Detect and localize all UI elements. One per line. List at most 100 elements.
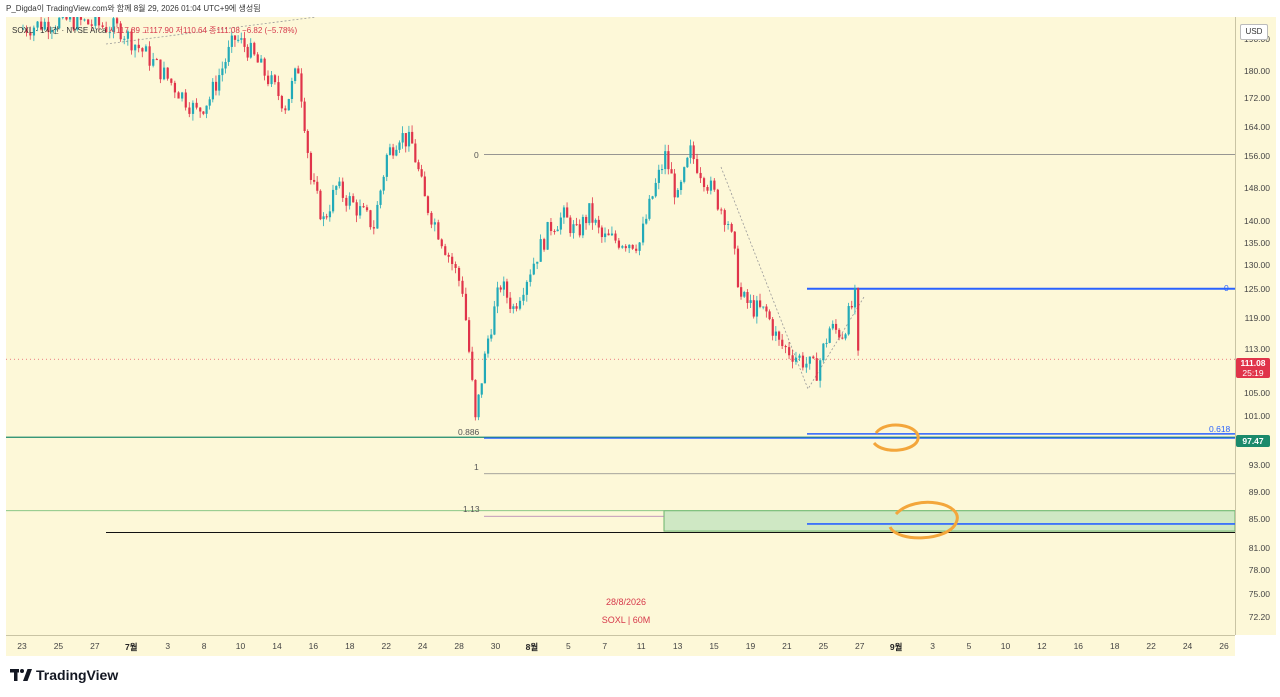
candle-body [195, 102, 198, 108]
candle-body [569, 217, 572, 234]
candle-body [853, 288, 857, 308]
candle-body [94, 17, 97, 26]
candle-body [762, 306, 765, 308]
price-chart[interactable] [6, 17, 1235, 635]
candle-body [309, 152, 313, 180]
candle-body [474, 379, 477, 418]
time-tick: 25 [818, 641, 829, 651]
candle-body [676, 190, 679, 198]
candle-body [624, 246, 627, 249]
candle-body [736, 248, 740, 288]
candle-body [461, 280, 464, 294]
price-tick: 101.00 [1244, 411, 1270, 422]
candle-body [398, 142, 401, 150]
candle-body [306, 130, 309, 153]
candle-body [284, 108, 287, 111]
candle-body [423, 176, 426, 197]
chart-pane[interactable]: SOXL · 1시간 · NYSE Arca 시117.89 고117.90 저… [6, 17, 1235, 635]
candle-body [444, 246, 447, 255]
currency-button[interactable]: USD [1240, 24, 1268, 40]
candle-body [740, 287, 743, 297]
candle-body [454, 264, 457, 268]
candle-body [670, 169, 673, 174]
time-tick: 26 [1219, 641, 1229, 651]
candle-body [628, 244, 631, 249]
price-tick: 125.00 [1244, 283, 1270, 294]
candle-body [733, 231, 736, 249]
time-tick: 19 [745, 641, 756, 651]
candle-body [79, 17, 83, 20]
candle-body [532, 263, 535, 275]
price-tick: 148.00 [1244, 182, 1270, 193]
candle-body [614, 233, 617, 241]
candle-body [645, 218, 648, 224]
candle-body [505, 281, 509, 298]
candle-body [657, 169, 660, 183]
legend-high: 고117.90 [142, 26, 174, 35]
candle-body [791, 355, 794, 362]
time-tick: 27 [90, 641, 100, 651]
time-tick: 8 [201, 641, 207, 651]
candle-body [392, 147, 395, 156]
candle-body [221, 68, 224, 76]
time-tick: 13 [672, 641, 683, 651]
candle-body [651, 196, 654, 199]
candle-body [273, 75, 277, 83]
candle-body [838, 329, 841, 338]
candle-body [87, 19, 90, 25]
candle-body [72, 17, 75, 30]
candle-body [159, 59, 162, 80]
candle-body [723, 210, 726, 225]
candle-body [743, 292, 746, 297]
price-tick: 164.00 [1244, 121, 1270, 132]
time-tick: 16 [308, 641, 319, 651]
candle-body [362, 206, 365, 208]
candle-body [287, 99, 290, 111]
candle-body [648, 198, 651, 219]
candle-body [562, 207, 566, 218]
price-tick: 113.00 [1244, 343, 1270, 354]
candle-body [177, 92, 180, 99]
candle-body [148, 46, 151, 66]
time-tick: 7 [602, 641, 608, 651]
candle-body [847, 306, 850, 335]
price-axis[interactable]: 190.00180.00172.00164.00156.00148.00140.… [1235, 17, 1276, 635]
candle-body [480, 383, 483, 395]
price-tick: 140.00 [1244, 216, 1270, 226]
candle-body [331, 189, 335, 212]
tradingview-logo[interactable]: TradingView [10, 667, 118, 683]
candle-body [815, 358, 818, 381]
candle-body [341, 181, 344, 198]
candle-body [54, 28, 57, 31]
candle-body [692, 145, 695, 160]
candle-body [679, 181, 683, 191]
candle-body [529, 274, 532, 282]
candle-body [328, 211, 332, 218]
candle-body [566, 207, 569, 218]
candle-body [553, 231, 556, 233]
candle-body [240, 38, 243, 40]
price-tick: 85.00 [1248, 514, 1270, 525]
time-tick: 24 [1182, 641, 1193, 651]
candle-body [101, 25, 104, 27]
time-tick: 22 [381, 641, 391, 651]
time-tick: 10 [1000, 641, 1011, 651]
candle-body [536, 261, 539, 264]
tradingview-logo-icon [10, 669, 32, 681]
candle-body [844, 334, 847, 339]
candle-body [345, 197, 348, 206]
candle-body [130, 31, 133, 51]
candle-body [549, 222, 553, 232]
candle-body [631, 244, 634, 249]
time-axis[interactable]: 23 25 27 7월 3 8 10 14 16 18 22 24 28 30 8월 5 7 11 13 15 19 21… [6, 635, 1235, 656]
candle-body [433, 222, 436, 225]
candle-body [512, 306, 515, 309]
candle-body [709, 180, 713, 191]
candle-body [784, 345, 787, 348]
candle-body [29, 32, 32, 36]
candle-body [716, 189, 719, 210]
price-tick: 81.00 [1248, 542, 1270, 553]
candle-body [224, 61, 227, 69]
candle-body [152, 59, 155, 66]
candle-body [352, 196, 355, 203]
